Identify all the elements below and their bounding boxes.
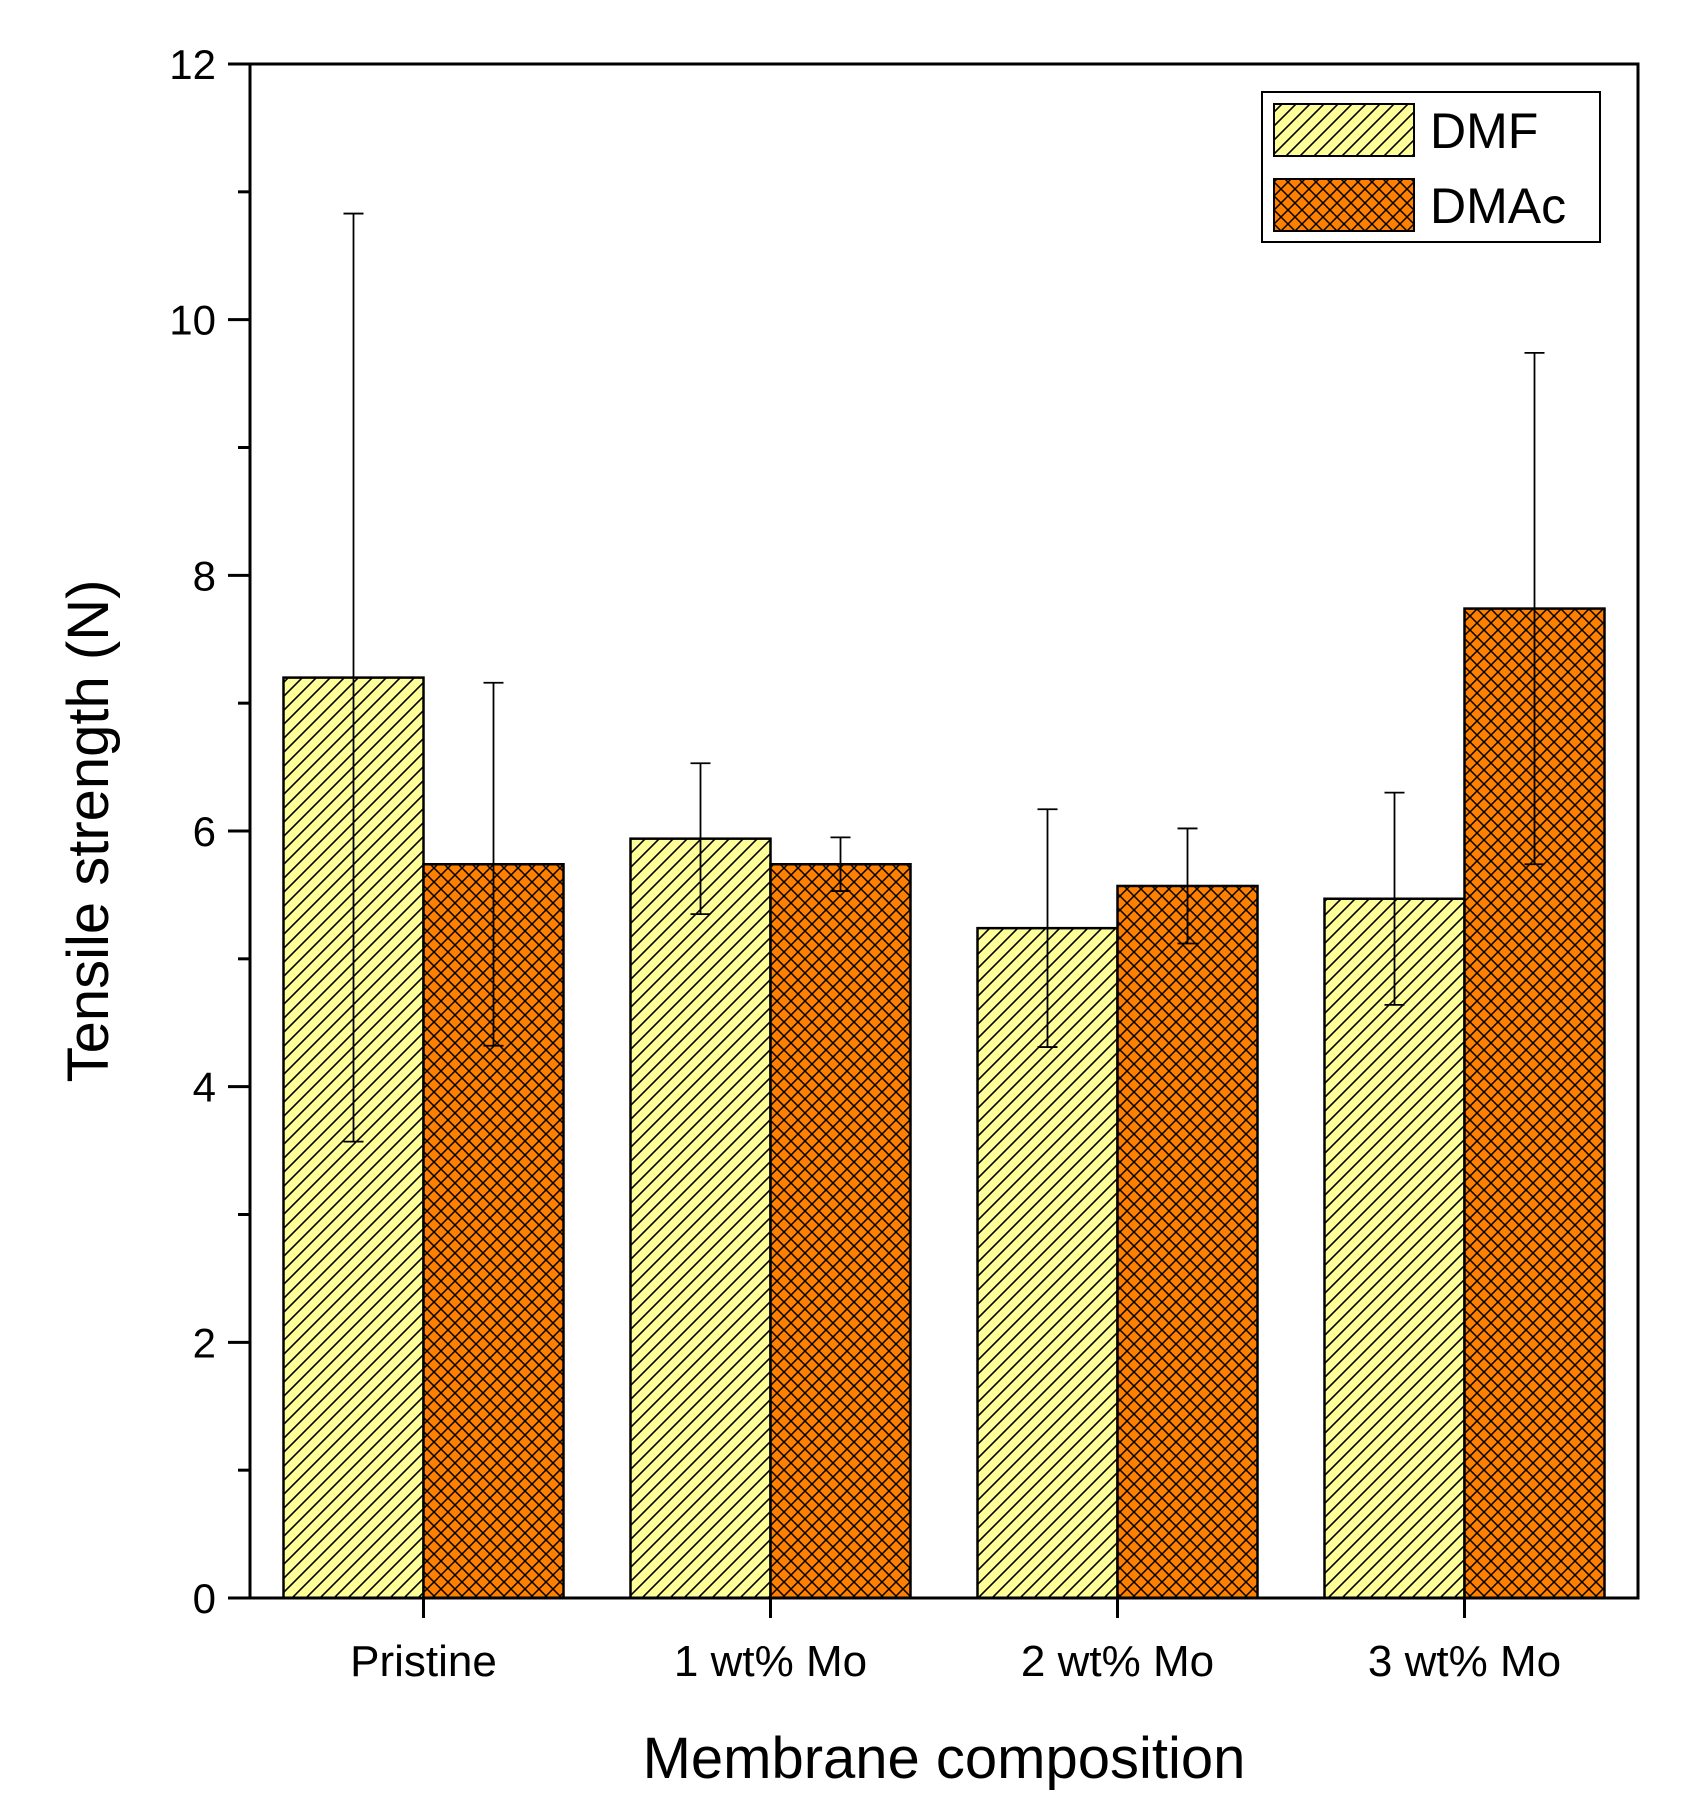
- x-tick-label: 1 wt% Mo: [674, 1637, 867, 1686]
- error-bar-dmf-4: [1384, 791, 1405, 1006]
- error-bar-dmac-3: [1177, 827, 1198, 945]
- x-tick-label: 2 wt% Mo: [1021, 1637, 1214, 1686]
- error-bar-dmf-2: [690, 762, 711, 915]
- error-bars: [343, 212, 1545, 1143]
- y-tick-label: 8: [193, 552, 216, 599]
- x-axis-title: Membrane composition: [643, 1726, 1246, 1791]
- x-tick-label: 3 wt% Mo: [1368, 1637, 1561, 1686]
- legend-label-dmac: DMAc: [1430, 178, 1566, 234]
- y-axis-title: Tensile strength (N): [56, 580, 121, 1083]
- bar-dmf-4: [1323, 897, 1466, 1600]
- error-bar-dmac-4: [1524, 352, 1545, 866]
- legend-swatch-dmf: [1273, 103, 1415, 157]
- y-tick-label: 10: [169, 297, 216, 344]
- y-tick-label: 12: [169, 41, 216, 88]
- y-tick-label: 6: [193, 808, 216, 855]
- legend-label-dmf: DMF: [1430, 103, 1538, 159]
- bar-dmac-2: [769, 862, 912, 1600]
- y-tick-label: 2: [193, 1319, 216, 1366]
- y-axis: 0 2 4 6 8 10 12: [169, 41, 250, 1622]
- error-bar-dmf-3: [1037, 808, 1058, 1048]
- y-tick-label: 4: [193, 1064, 216, 1111]
- error-bar-dmac-2: [830, 836, 851, 892]
- y-tick-label: 0: [193, 1575, 216, 1622]
- plot-area: [248, 62, 1640, 1600]
- bar-dmf-2: [629, 837, 772, 1600]
- error-bar-dmac-1: [483, 681, 504, 1047]
- x-tick-label: Pristine: [350, 1637, 497, 1686]
- bars: [282, 607, 1606, 1600]
- legend: DMF DMAc: [1261, 91, 1601, 243]
- bar-dmac-3: [1116, 884, 1259, 1600]
- error-bar-dmf-1: [343, 212, 364, 1143]
- x-axis: Pristine 1 wt% Mo 2 wt% Mo 3 wt% Mo: [350, 1598, 1561, 1686]
- legend-swatch-dmac: [1273, 178, 1415, 232]
